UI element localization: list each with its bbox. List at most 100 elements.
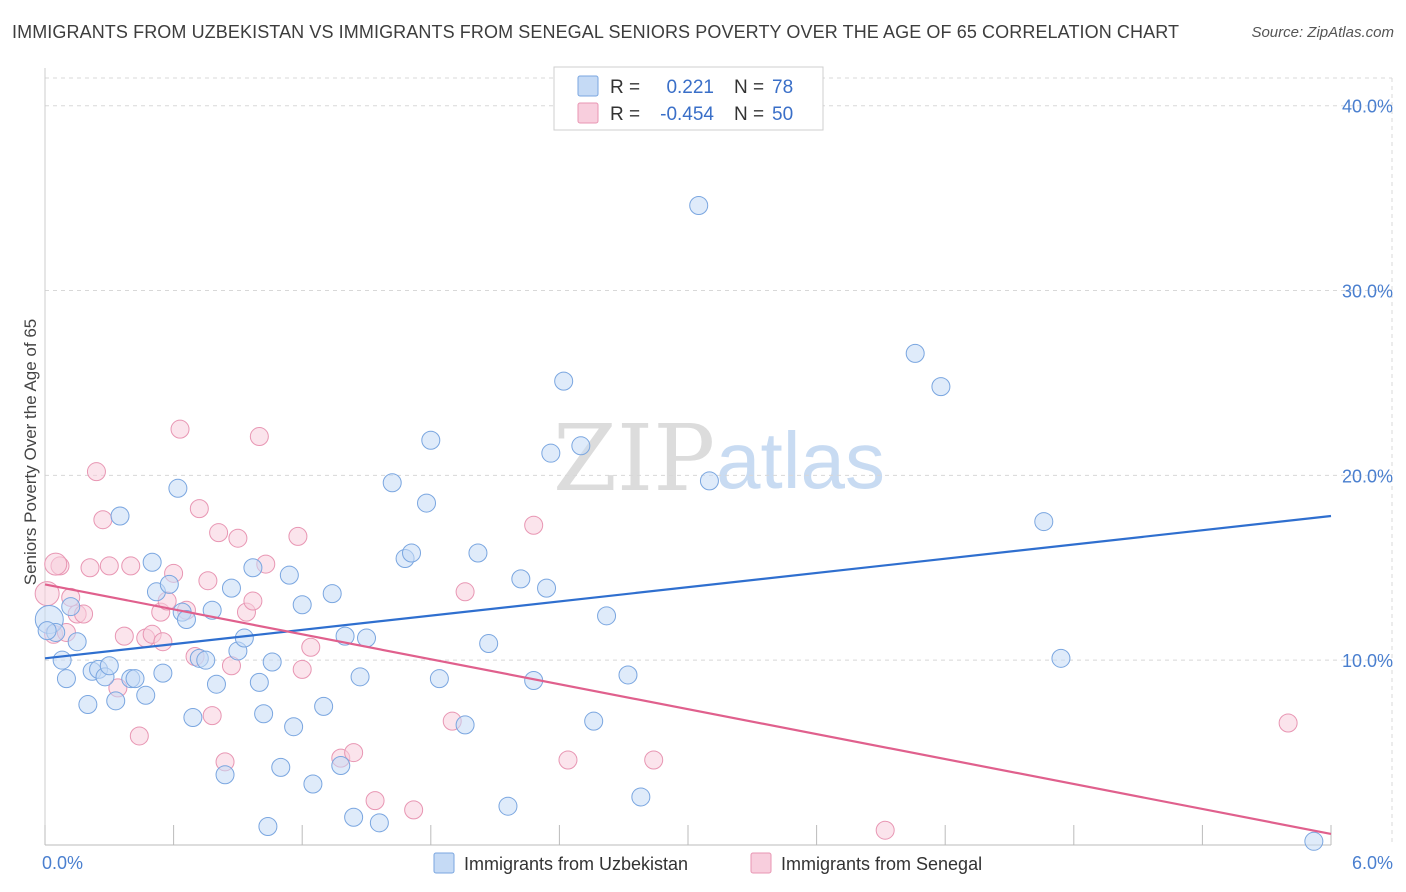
senegal-point-20 (170, 419, 190, 439)
uzbekistan-point-71 (699, 471, 719, 491)
uzbekistan-point-2 (52, 650, 72, 670)
senegal-point-9 (93, 510, 113, 530)
uzbekistan-point-68 (618, 665, 638, 685)
uzbekistan-point-58 (479, 634, 499, 654)
senegal-point-31 (243, 591, 263, 611)
uzbekistan-point-46 (344, 807, 364, 827)
uzbekistan-point-63 (541, 443, 561, 463)
uzbekistan-point-11 (106, 691, 126, 711)
watermark: ZIP atlas (553, 405, 885, 512)
uzbekistan-point-4 (61, 597, 81, 617)
senegal-point-8 (86, 462, 106, 482)
senegal-point-14 (129, 726, 149, 746)
uzbekistan-point-75 (1051, 648, 1071, 668)
senegal-point-13 (121, 556, 141, 576)
uzbekistan-point-20 (168, 478, 188, 498)
legend-swatch-senegal (577, 102, 599, 124)
senegal-point-24 (198, 571, 218, 591)
uzbekistan-point-64 (554, 371, 574, 391)
y-tick-label-0: 10.0% (1342, 651, 1393, 671)
bottom-legend-label-uzbekistan: Immigrants from Uzbekistan (464, 854, 688, 874)
uzbekistan-point-60 (511, 569, 531, 589)
uzbekistan-point-53 (417, 493, 437, 513)
uzbekistan-point-14 (125, 669, 145, 689)
uzbekistan-point-41 (303, 774, 323, 794)
bottom-legend-swatch-uzbekistan (433, 852, 455, 874)
uzbekistan-point-65 (571, 436, 591, 456)
watermark-atlas: atlas (716, 416, 885, 505)
uzbekistan-point-54 (421, 430, 441, 450)
uzbekistan-point-19 (159, 574, 179, 594)
uzbekistan-point-23 (183, 707, 203, 727)
bottom-legend-label-senegal: Immigrants from Senegal (781, 854, 982, 874)
uzbekistan-point-37 (271, 757, 291, 777)
uzbekistan-point-32 (243, 558, 263, 578)
uzbekistan-point-34 (254, 704, 274, 724)
x-tick-label-1: 6.0% (1352, 853, 1393, 873)
uzbekistan-point-5 (67, 632, 87, 652)
source-credit: Source: ZipAtlas.com (1251, 24, 1394, 41)
legend-r-value-2: -0.454 (660, 104, 714, 125)
uzbekistan-point-59 (498, 796, 518, 816)
uzbekistan-point-38 (279, 565, 299, 585)
x-tick-label-0: 0.0% (42, 853, 83, 873)
legend-n-value-2: 50 (772, 104, 793, 125)
y-axis-label: Seniors Poverty Over the Age of 65 (21, 319, 40, 585)
senegal-point-36 (301, 637, 321, 657)
senegal-point-35 (292, 659, 312, 679)
senegal-point-32 (249, 427, 269, 447)
senegal-point-25 (202, 706, 222, 726)
uzbekistan-point-40 (292, 595, 312, 615)
uzbekistan-point-69 (631, 787, 651, 807)
chart-title: IMMIGRANTS FROM UZBEKISTAN VS IMMIGRANTS… (12, 22, 1180, 42)
uzbekistan-point-22 (176, 610, 196, 630)
uzbekistan-point-35 (258, 817, 278, 837)
uzbekistan-point-70 (689, 196, 709, 216)
uzbekistan-points (34, 196, 1324, 851)
uzbekistan-point-27 (206, 674, 226, 694)
legend-swatch-uzbekistan (577, 75, 599, 97)
trendlines (44, 514, 1332, 835)
legend-r-label-2: R = (610, 104, 640, 125)
uzbekistan-point-6 (78, 695, 98, 715)
uzbekistan-point-49 (369, 813, 389, 833)
senegal-point-10 (99, 556, 119, 576)
uzbekistan-point-28 (215, 765, 235, 785)
uzbekistan-point-12 (110, 506, 130, 526)
bottom-legend: Immigrants from Uzbekistan Immigrants fr… (433, 852, 982, 874)
senegal-point-26 (209, 523, 229, 543)
uzbekistan-point-18 (153, 663, 173, 683)
uzbekistan-point-33 (249, 672, 269, 692)
uzbekistan-point-29 (221, 578, 241, 598)
senegal-point-49 (44, 552, 68, 576)
senegal-point-46 (875, 820, 895, 840)
uzbekistan-point-55 (429, 669, 449, 689)
uzbekistan-point-44 (331, 756, 351, 776)
uzbekistan-point-36 (262, 652, 282, 672)
senegal-point-45 (644, 750, 664, 770)
y-tick-label-2: 30.0% (1342, 282, 1393, 302)
uzbekistan-point-57 (468, 543, 488, 563)
senegal-trendline (44, 583, 1332, 835)
senegal-point-40 (404, 800, 424, 820)
senegal-points (34, 419, 1298, 840)
senegal-point-7 (80, 558, 100, 578)
uzbekistan-point-50 (382, 473, 402, 493)
uzbekistan-point-43 (322, 584, 342, 604)
watermark-zip: ZIP (553, 405, 715, 512)
bottom-legend-swatch-senegal (750, 852, 772, 874)
uzbekistan-point-15 (136, 685, 156, 705)
uzbekistan-point-67 (597, 606, 617, 626)
senegal-point-34 (288, 526, 308, 546)
uzbekistan-point-56 (455, 715, 475, 735)
legend-n-label-2: N = (734, 104, 764, 125)
uzbekistan-point-39 (284, 717, 304, 737)
legend-r-label-1: R = (610, 77, 640, 98)
legend-n-value-1: 78 (772, 77, 793, 98)
uzbekistan-point-73 (931, 377, 951, 397)
stats-legend: R = 0.221 N = 78 R = -0.454 N = 50 (553, 66, 824, 131)
uzbekistan-point-52 (402, 543, 422, 563)
senegal-point-42 (455, 582, 475, 602)
senegal-point-48 (153, 632, 173, 652)
